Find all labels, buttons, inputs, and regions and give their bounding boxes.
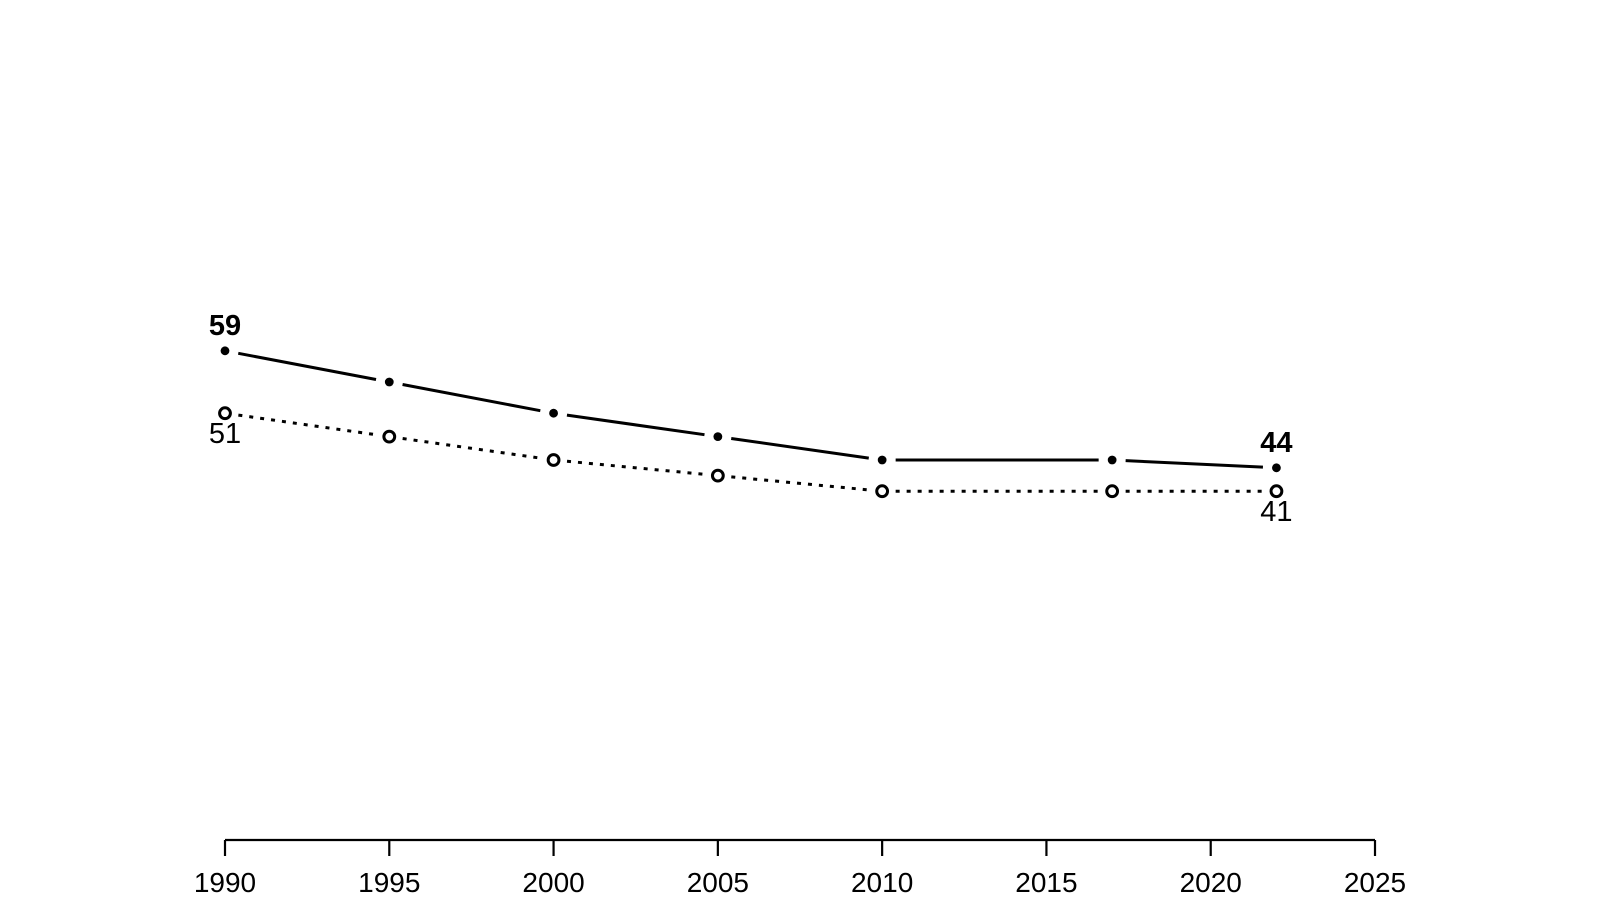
series-lower-dotted-segment	[402, 437, 541, 460]
x-axis-tick-label: 1995	[358, 867, 420, 898]
series-upper-solid-marker	[1272, 463, 1281, 473]
series-lower-dotted-segment	[238, 413, 377, 437]
series-lower-dotted-marker	[382, 429, 397, 444]
x-axis-tick-label: 2020	[1180, 867, 1242, 898]
series-upper-solid-marker	[220, 346, 230, 356]
series-lower-dotted-segment	[566, 459, 705, 476]
series-lower-dotted-marker	[1269, 484, 1284, 499]
x-axis-tick-label: 2005	[687, 867, 749, 898]
series-lower-dotted-start-label: 51	[209, 418, 241, 450]
series-upper-solid-segment	[1125, 459, 1264, 469]
series-lower-dotted-marker	[1105, 484, 1120, 499]
series-upper-solid-end-label: 44	[1260, 427, 1292, 459]
series-upper-solid-marker	[384, 377, 394, 387]
series-upper-solid-segment	[402, 383, 541, 413]
series-upper-solid-segment	[237, 351, 377, 381]
series-upper-solid-marker	[549, 408, 558, 418]
series-upper-solid-segment	[566, 413, 705, 437]
series-upper-solid-segment	[731, 437, 869, 460]
series-lower-dotted-marker	[546, 453, 561, 467]
series-upper-solid-marker	[713, 432, 723, 441]
x-axis-tick-label: 1990	[194, 867, 256, 898]
x-axis-tick-label: 2000	[522, 867, 584, 898]
series-lower-dotted-segment	[731, 475, 869, 492]
x-axis-tick-label: 2010	[851, 867, 913, 898]
series-lower-dotted-marker	[875, 484, 890, 499]
series-lower-dotted-marker	[218, 406, 232, 421]
series-lower-dotted-end-label: 41	[1260, 496, 1292, 528]
series-lower-dotted-marker	[710, 468, 725, 483]
series-upper-solid-marker	[1107, 455, 1117, 465]
x-axis-tick-label: 2015	[1015, 867, 1077, 898]
x-axis-tick-label: 2025	[1344, 867, 1406, 898]
series-upper-solid-marker	[877, 455, 887, 465]
series-upper-solid-start-label: 59	[209, 310, 241, 342]
